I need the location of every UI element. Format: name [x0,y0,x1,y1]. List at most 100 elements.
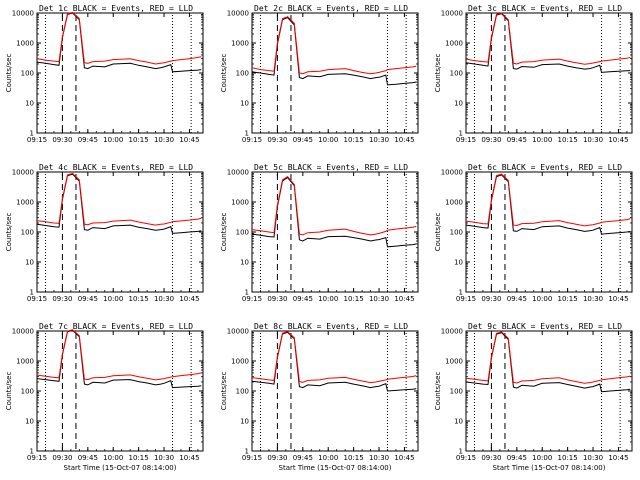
x-tick-label: 09:45 [293,295,313,303]
series-lld-line [251,16,417,75]
y-tick-label: 1000 [231,199,249,207]
x-tick-label: 09:45 [78,295,98,303]
series-lld-line [251,331,417,384]
x-tick-label: 10:30 [369,136,389,144]
x-tick-label: 09:15 [456,454,476,462]
y-tick-label: 10000 [227,328,249,336]
x-tick-label: 10:30 [154,454,174,462]
series-lld-line [36,172,202,226]
x-tick-label: 09:45 [78,136,98,144]
x-tick-label: 10:15 [129,136,149,144]
x-tick-label: 10:45 [179,136,199,144]
y-tick-label: 10 [240,259,249,267]
x-tick-label: 10:45 [394,295,414,303]
y-tick-label: 10000 [227,169,249,177]
series-lld-line [36,11,202,65]
y-tick-label: 10 [454,259,463,267]
series-lld-line [36,329,202,381]
x-tick-label: 10:15 [558,454,578,462]
x-tick-label: 10:45 [179,295,199,303]
y-tick-label: 100 [450,70,463,78]
y-axis-label: Counts/sec [220,213,228,252]
panel-title: Det 7c BLACK = Events, RED = LLD [39,322,193,331]
panel-det-7: Det 7c BLACK = Events, RED = LLD 1 10 100 10… [5,322,204,472]
y-tick-label: 1 [459,130,463,138]
series-lld-line [465,173,631,227]
y-tick-label: 10000 [227,10,249,18]
y-axis-label: Counts/sec [434,54,442,93]
y-tick-label: 1000 [16,358,34,366]
y-tick-label: 1000 [16,199,34,207]
y-tick-label: 10000 [12,328,34,336]
x-tick-label: 09:30 [481,295,501,303]
x-tick-label: 09:15 [242,454,262,462]
panel-det-8: Det 8c BLACK = Events, RED = LLD 1 10 100 10… [220,322,419,472]
y-tick-label: 10 [25,418,34,426]
series-lld-line [465,12,631,65]
x-tick-label: 09:15 [456,136,476,144]
y-axis-label: Counts/sec [434,213,442,252]
x-tick-label: 10:30 [369,454,389,462]
y-axis-label: Counts/sec [5,54,13,93]
panel-title: Det 9c BLACK = Events, RED = LLD [468,322,622,331]
x-tick-label: 10:30 [583,295,603,303]
x-tick-label: 09:15 [27,295,47,303]
y-tick-label: 1 [30,130,34,138]
plot-frame [36,171,204,293]
y-tick-label: 1000 [445,40,463,48]
panel-det-4: Det 4c BLACK = Events, RED = LLD 1 10 100 10… [5,163,204,303]
x-tick-label: 10:00 [103,136,123,144]
y-axis-label: Counts/sec [434,372,442,411]
y-tick-label: 10000 [441,169,463,177]
x-tick-label: 09:30 [52,295,72,303]
x-tick-label: 10:45 [608,295,628,303]
x-tick-label: 09:30 [267,295,287,303]
y-axis-label: Counts/sec [220,372,228,411]
y-tick-label: 1000 [231,40,249,48]
x-tick-label: 09:15 [27,454,47,462]
x-tick-label: 09:30 [481,136,501,144]
x-tick-label: 10:45 [394,136,414,144]
x-tick-label: 09:30 [52,136,72,144]
x-tick-label: 10:45 [608,136,628,144]
x-tick-label: 09:45 [78,454,98,462]
x-tick-label: 09:30 [52,454,72,462]
x-tick-label: 09:30 [481,454,501,462]
y-tick-label: 1000 [445,199,463,207]
panel-title: Det 2c BLACK = Events, RED = LLD [254,4,408,13]
panel-title: Det 5c BLACK = Events, RED = LLD [254,163,408,172]
x-tick-label: 10:30 [369,295,389,303]
x-tick-label: 09:15 [27,136,47,144]
y-tick-label: 1000 [231,358,249,366]
x-tick-label: 10:15 [344,136,364,144]
y-tick-label: 10 [240,418,249,426]
panel-title: Det 6c BLACK = Events, RED = LLD [468,163,622,172]
panel-det-2: Det 2c BLACK = Events, RED = LLD 1 10 100 10… [220,4,419,144]
panel-title: Det 4c BLACK = Events, RED = LLD [39,163,193,172]
x-tick-label: 09:45 [293,136,313,144]
y-tick-label: 100 [21,70,34,78]
y-tick-label: 100 [450,388,463,396]
y-tick-label: 1 [459,289,463,297]
y-tick-label: 1 [245,289,249,297]
panel-det-9: Det 9c BLACK = Events, RED = LLD 1 10 100 10… [434,322,633,472]
panel-title: Det 3c BLACK = Events, RED = LLD [468,4,622,13]
x-tick-label: 09:45 [293,454,313,462]
y-tick-label: 100 [450,229,463,237]
x-tick-label: 10:30 [154,295,174,303]
y-tick-label: 1 [30,448,34,456]
x-tick-label: 09:15 [456,295,476,303]
x-tick-label: 09:15 [242,295,262,303]
x-axis-label: Start Time (15-Oct-07 08:14:00) [493,464,606,472]
x-tick-label: 10:00 [103,295,123,303]
x-tick-label: 09:45 [507,454,527,462]
x-tick-label: 10:00 [532,454,552,462]
plot-frame [251,12,419,134]
y-tick-label: 10 [454,418,463,426]
panel-title: Det 8c BLACK = Events, RED = LLD [254,322,408,331]
plot-frame [36,12,204,134]
x-tick-label: 10:00 [318,136,338,144]
x-tick-label: 09:30 [267,136,287,144]
x-tick-label: 10:00 [318,454,338,462]
